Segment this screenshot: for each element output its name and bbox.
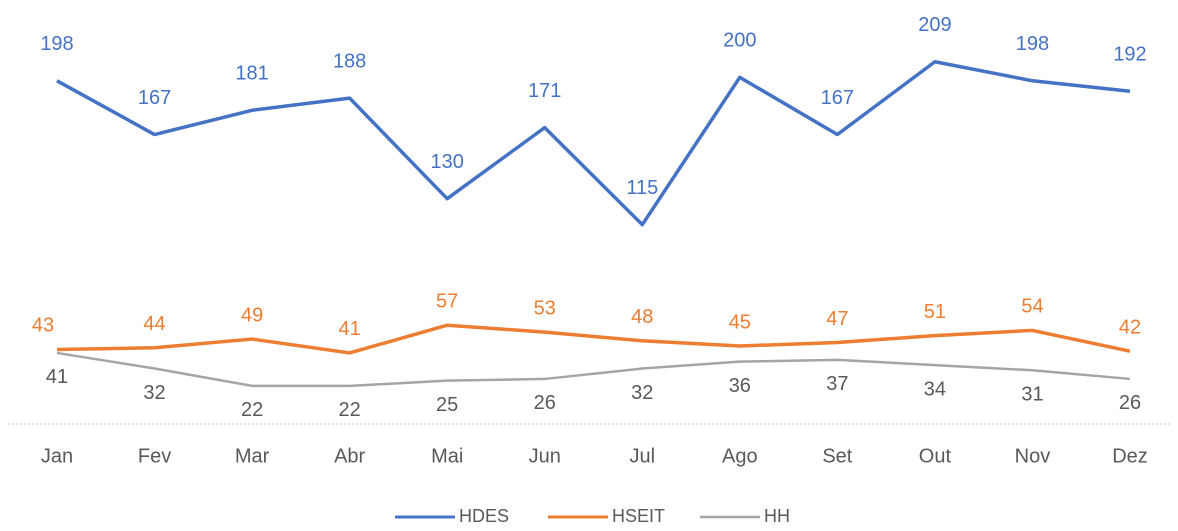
- data-label: 192: [1113, 43, 1146, 65]
- data-label: 49: [241, 304, 263, 326]
- data-label: 48: [631, 306, 653, 328]
- data-label: 198: [1016, 33, 1049, 55]
- data-label: 43: [32, 315, 54, 337]
- series-line: [56, 59, 1131, 227]
- legend-label: HDES: [459, 506, 509, 526]
- data-label: 167: [138, 87, 171, 109]
- data-label: 44: [143, 313, 165, 335]
- data-label: 31: [1021, 384, 1043, 406]
- x-tick-label: Abr: [334, 445, 365, 467]
- data-label: 167: [821, 87, 854, 109]
- data-label: 171: [528, 80, 561, 102]
- data-label: 22: [241, 399, 263, 421]
- data-label: 45: [729, 311, 751, 333]
- data-label: 57: [436, 290, 458, 312]
- data-label: 25: [436, 394, 458, 416]
- x-tick-label: Nov: [1015, 445, 1051, 467]
- x-tick-label: Ago: [722, 445, 758, 467]
- data-label: 36: [729, 375, 751, 397]
- data-label: 130: [430, 151, 463, 173]
- x-tick-label: Jul: [629, 445, 655, 467]
- data-label: 41: [46, 366, 68, 388]
- data-label: 188: [333, 50, 366, 72]
- data-label: 47: [826, 308, 848, 330]
- x-tick-label: Mar: [235, 445, 270, 467]
- data-label: 53: [534, 297, 556, 319]
- legend-label: HH: [764, 506, 790, 526]
- data-label: 32: [143, 382, 165, 404]
- data-label: 54: [1021, 296, 1043, 318]
- data-label: 32: [631, 382, 653, 404]
- data-label: 42: [1119, 316, 1141, 338]
- data-label: 200: [723, 30, 756, 52]
- data-label: 37: [826, 373, 848, 395]
- data-label: 34: [924, 378, 946, 400]
- x-tick-label: Mai: [431, 445, 463, 467]
- x-tick-label: Set: [822, 445, 852, 467]
- data-label: 51: [924, 301, 946, 323]
- legend-label: HSEIT: [612, 506, 665, 526]
- data-label: 22: [339, 399, 361, 421]
- series-line: [56, 323, 1131, 355]
- series-line: [56, 351, 1131, 388]
- x-tick-label: Jun: [529, 445, 561, 467]
- x-tick-label: Out: [919, 445, 952, 467]
- data-label: 115: [626, 177, 658, 199]
- data-label: 26: [534, 392, 556, 414]
- data-label: 26: [1119, 392, 1141, 414]
- x-tick-label: Jan: [41, 445, 73, 467]
- data-label: 181: [235, 63, 268, 85]
- data-label: 41: [339, 318, 361, 340]
- data-label: 209: [918, 14, 951, 36]
- x-tick-label: Dez: [1112, 445, 1148, 467]
- data-label: 198: [40, 33, 73, 55]
- x-tick-label: Fev: [138, 445, 171, 467]
